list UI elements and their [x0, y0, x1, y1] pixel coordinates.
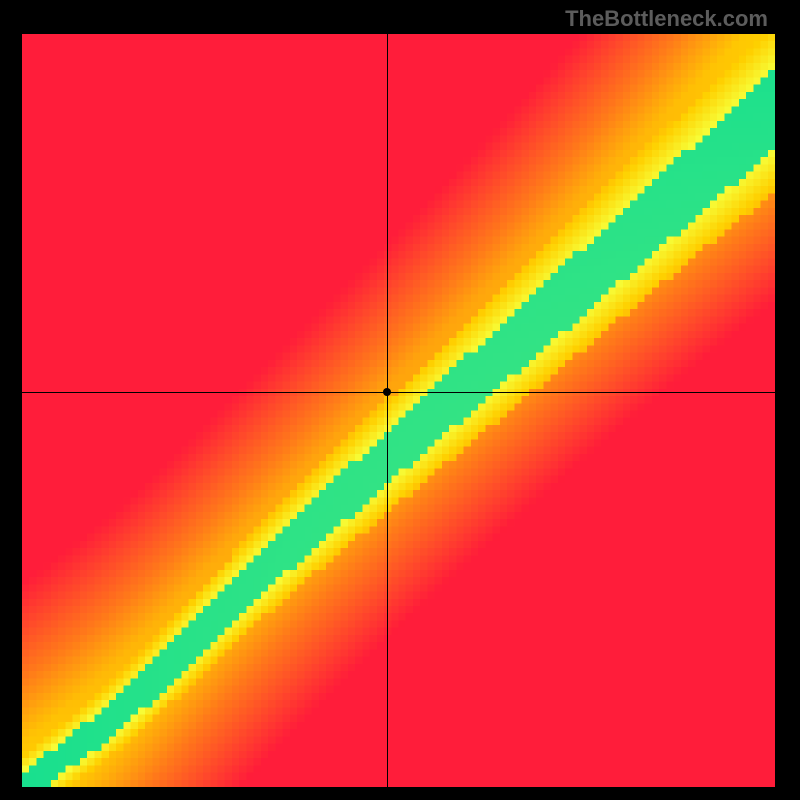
watermark-text: TheBottleneck.com: [565, 6, 768, 32]
crosshair-horizontal: [22, 392, 775, 393]
heatmap-canvas: [22, 34, 775, 787]
crosshair-marker: [383, 388, 391, 396]
crosshair-vertical: [387, 34, 388, 787]
heatmap-plot-area: [22, 34, 775, 787]
outer-frame: TheBottleneck.com: [0, 0, 800, 800]
